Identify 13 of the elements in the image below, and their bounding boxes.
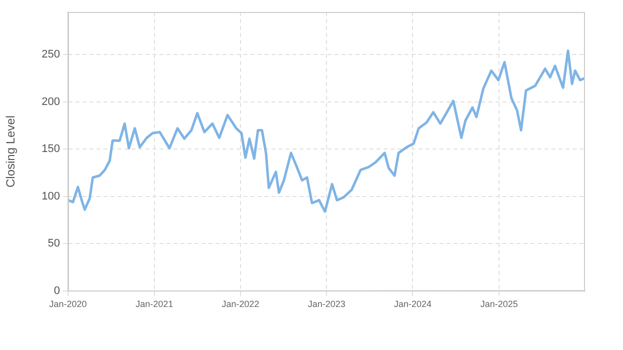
x-tick-label: Jan-2024	[394, 298, 432, 309]
y-tick-label: 0	[54, 285, 60, 298]
x-tick-label: Jan-2023	[308, 298, 346, 309]
x-tick-label: Jan-2025	[480, 298, 518, 309]
y-tick-label: 200	[42, 96, 60, 108]
y-tick-label: 250	[42, 48, 60, 61]
x-tick-label: Jan-2021	[136, 298, 174, 309]
y-tick-label: 150	[42, 143, 60, 156]
y-tick-label: 50	[48, 238, 60, 250]
x-tick-label: Jan-2020	[49, 298, 87, 309]
x-tick-label: Jan-2022	[222, 298, 260, 309]
y-tick-label: 100	[42, 190, 60, 202]
y-axis-title: Closing Level	[4, 115, 18, 188]
